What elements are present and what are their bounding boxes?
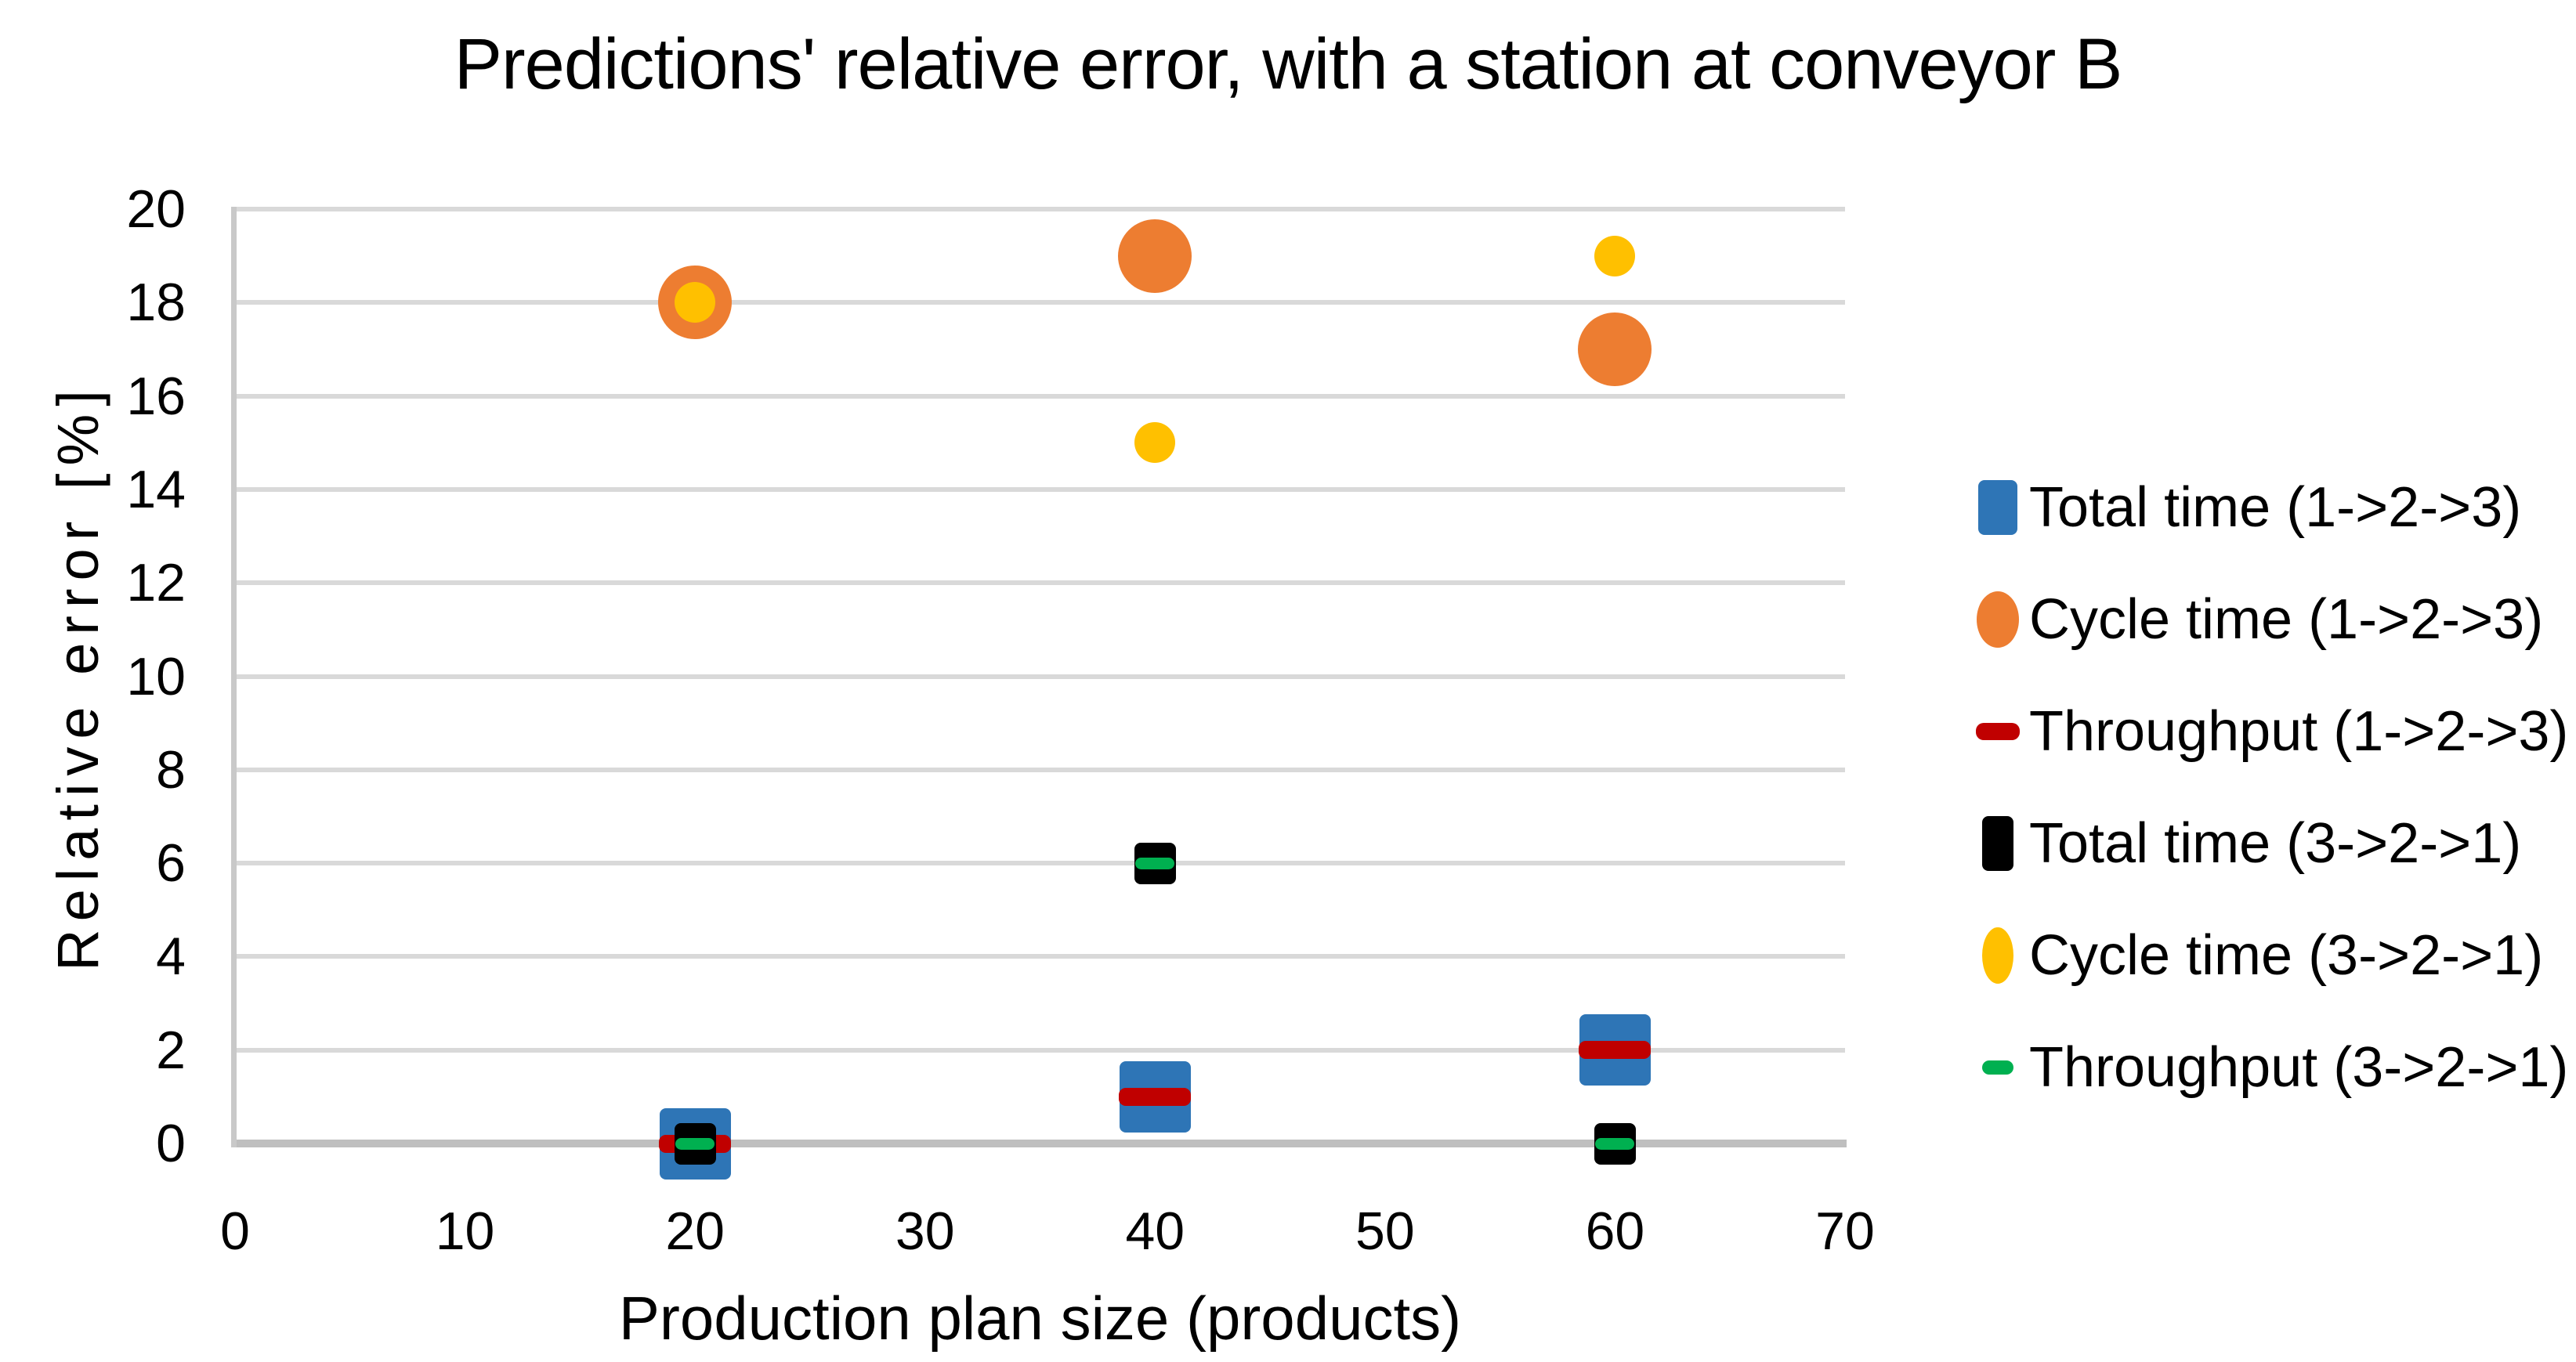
chart-title: Predictions' relative error, with a stat…	[454, 24, 2123, 104]
gridline-y-10	[235, 674, 1845, 679]
legend-marker-throughput-1-2-3	[1973, 694, 2023, 769]
y-tick-label-20: 20	[126, 179, 186, 239]
marker-throughput-3-2-1-1	[1135, 857, 1175, 869]
legend-marker-cycle-time-1-2-3	[1973, 582, 2023, 657]
marker-cycle-time-1-2-3-2	[1578, 312, 1652, 386]
marker-cycle-time-3-2-1-2	[1594, 235, 1636, 276]
gridline-y-2	[235, 1047, 1845, 1053]
legend-item-label: Total time (3->2->1)	[2029, 812, 2522, 875]
gridline-y-8	[235, 767, 1845, 772]
marker-cycle-time-3-2-1-0	[675, 282, 716, 323]
square-icon	[1978, 480, 2017, 535]
gridline-y-16	[235, 393, 1845, 399]
legend-item-label: Total time (1->2->3)	[2029, 476, 2522, 539]
gridline-y-18	[235, 300, 1845, 305]
circle-icon	[1977, 591, 2019, 648]
x-tick-label-70: 70	[1815, 1201, 1875, 1261]
x-tick-label-10: 10	[435, 1201, 495, 1261]
y-tick-label-4: 4	[156, 927, 186, 987]
legend-item-label: Throughput (3->2->1)	[2029, 1036, 2569, 1099]
square-icon	[1982, 816, 2013, 871]
marker-throughput-3-2-1-0	[675, 1137, 715, 1150]
gridline-y-6	[235, 861, 1845, 866]
legend-marker-total-time-3-2-1	[1973, 806, 2023, 881]
marker-throughput-1-2-3-1	[1119, 1087, 1192, 1106]
legend-item-label: Cycle time (3->2->1)	[2029, 924, 2544, 987]
legend-item-label: Cycle time (1->2->3)	[2029, 588, 2544, 651]
dash-icon	[1976, 723, 2020, 740]
marker-throughput-3-2-1-2	[1595, 1137, 1635, 1150]
gridline-y-14	[235, 486, 1845, 492]
y-tick-label-16: 16	[126, 366, 186, 426]
x-tick-label-50: 50	[1355, 1201, 1415, 1261]
x-tick-label-20: 20	[665, 1201, 725, 1261]
dash-icon	[1982, 1060, 2013, 1075]
gridline-y-4	[235, 954, 1845, 959]
x-tick-label-40: 40	[1125, 1201, 1185, 1261]
gridline-y-12	[235, 580, 1845, 586]
y-tick-label-18: 18	[126, 273, 186, 333]
marker-cycle-time-1-2-3-1	[1118, 219, 1192, 293]
legend-marker-total-time-1-2-3	[1973, 470, 2023, 545]
circle-icon	[1982, 927, 2013, 984]
x-axis-line	[233, 1140, 1847, 1147]
y-tick-label-2: 2	[156, 1020, 186, 1080]
x-tick-label-60: 60	[1585, 1201, 1645, 1261]
y-tick-label-0: 0	[156, 1114, 186, 1173]
y-tick-label-10: 10	[126, 646, 186, 706]
legend-item-label: Throughput (1->2->3)	[2029, 700, 2569, 763]
y-tick-label-8: 8	[156, 739, 186, 800]
x-tick-label-30: 30	[895, 1201, 955, 1261]
y-tick-label-6: 6	[156, 833, 186, 894]
legend-marker-cycle-time-3-2-1	[1973, 918, 2023, 993]
y-axis-line	[231, 207, 237, 1147]
y-tick-label-14: 14	[126, 459, 186, 519]
y-tick-label-12: 12	[126, 553, 186, 613]
marker-throughput-1-2-3-2	[1579, 1041, 1652, 1060]
marker-cycle-time-3-2-1-1	[1134, 422, 1176, 464]
gridline-y-20	[235, 207, 1845, 211]
x-axis-title: Production plan size (products)	[618, 1284, 1462, 1353]
legend-marker-throughput-3-2-1	[1973, 1030, 2023, 1105]
x-tick-label-0: 0	[220, 1201, 250, 1261]
